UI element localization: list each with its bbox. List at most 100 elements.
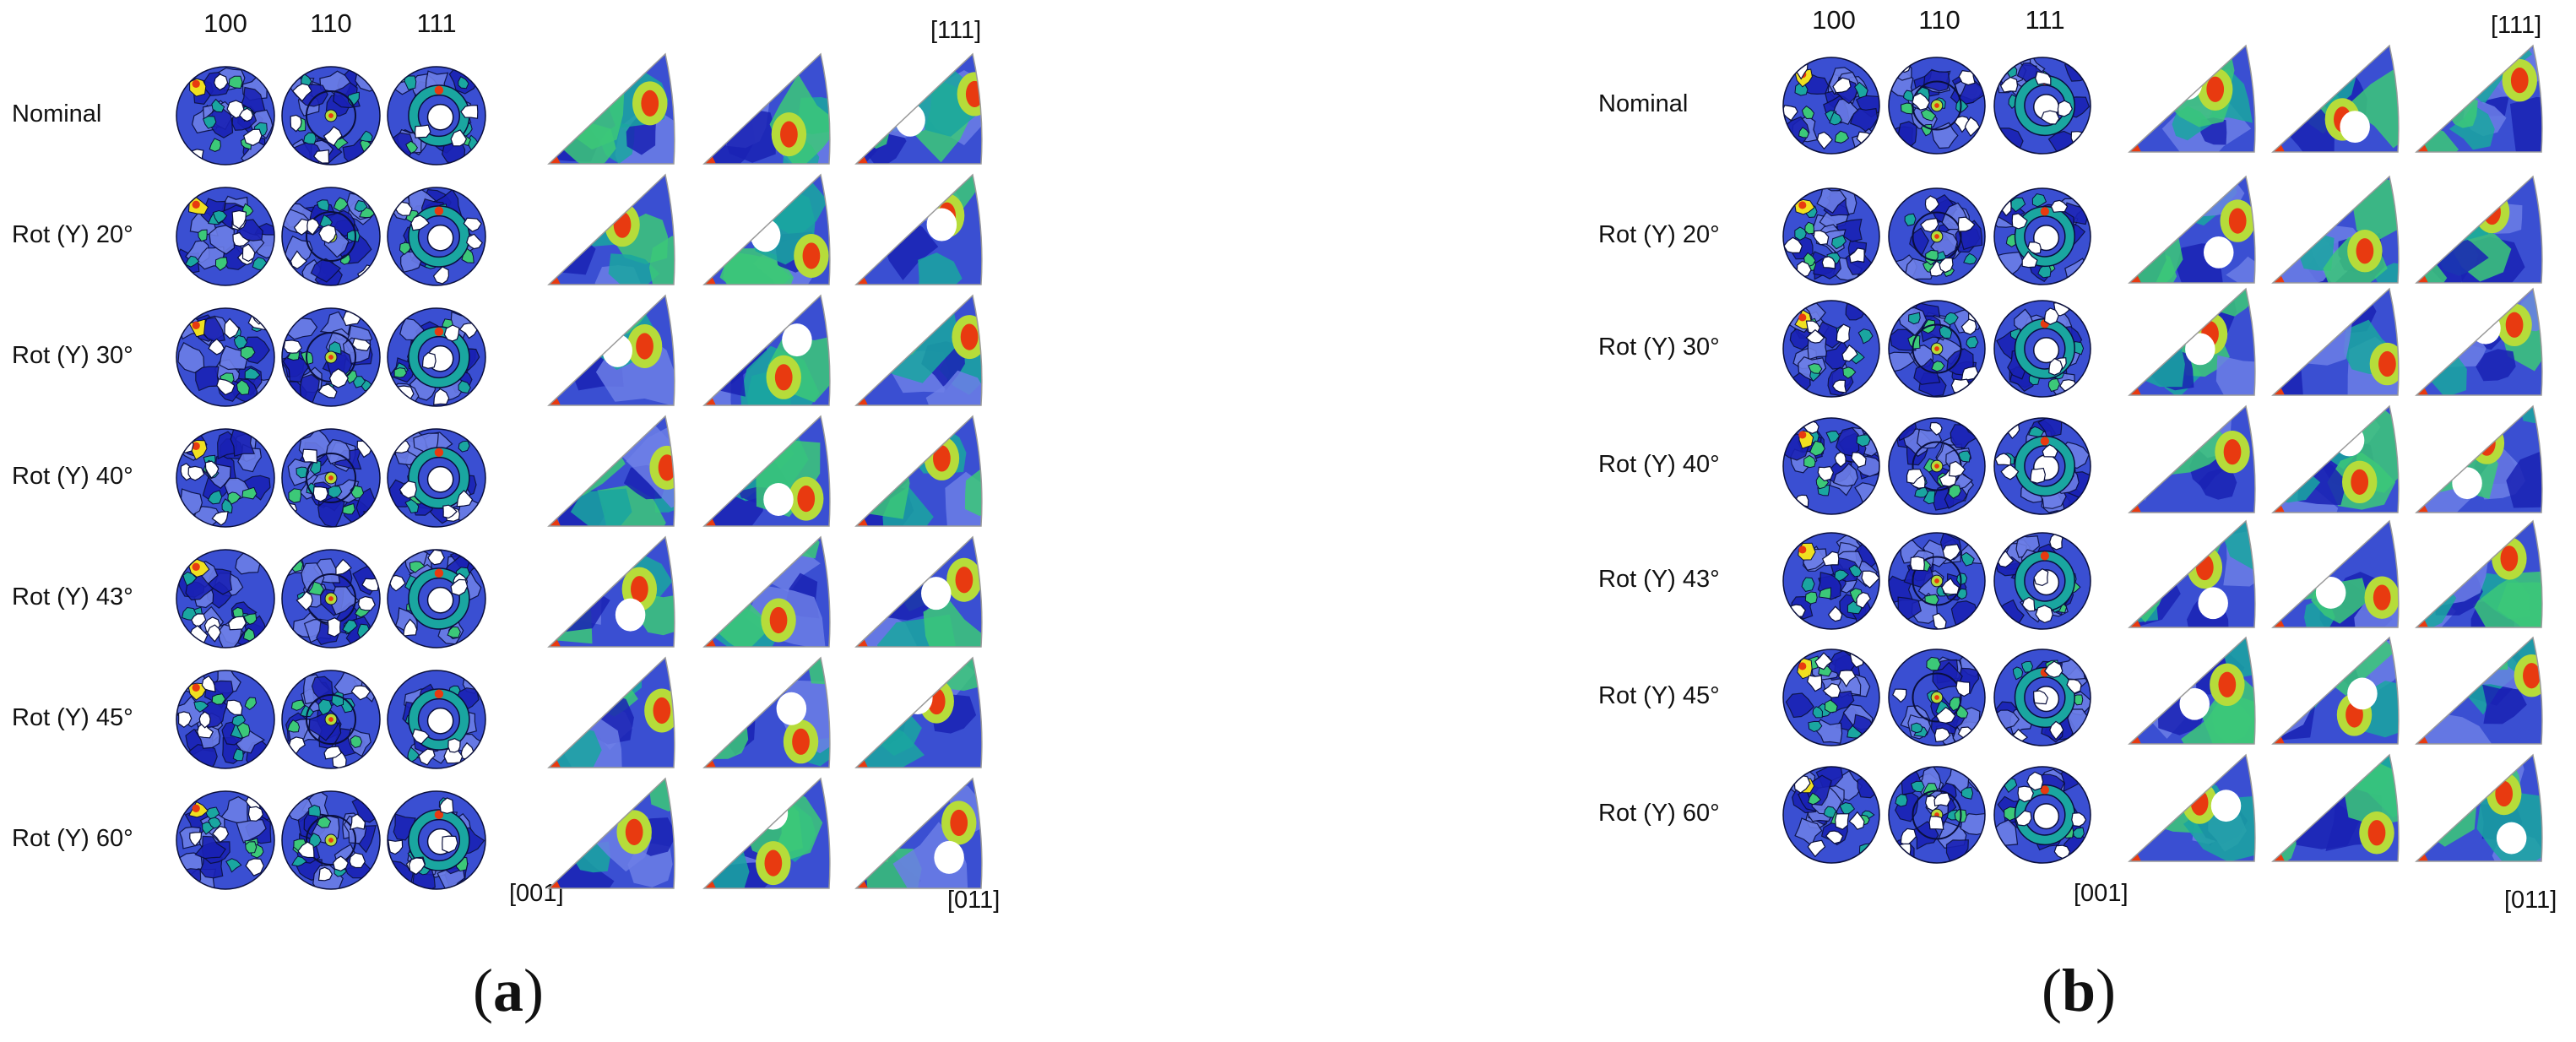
pole-figure-111 bbox=[1993, 532, 2091, 630]
pole-figure-100 bbox=[1782, 57, 1880, 155]
inverse-pole-figure bbox=[2415, 519, 2543, 628]
inverse-pole-figure bbox=[854, 535, 983, 648]
inverse-pole-figure bbox=[547, 52, 675, 165]
pole-figure-100 bbox=[1782, 417, 1880, 515]
inverse-pole-figure bbox=[2415, 636, 2543, 745]
pole-figure-110 bbox=[1888, 532, 1986, 630]
pole-figure-header-111: 111 bbox=[2025, 5, 2065, 35]
pole-figure-111 bbox=[387, 428, 486, 528]
pole-figure-111 bbox=[1993, 187, 2091, 285]
pole-figure-header-111: 111 bbox=[416, 8, 457, 38]
inverse-pole-figure bbox=[2128, 175, 2256, 284]
ipf-corner-label-011: [011] bbox=[947, 887, 1001, 914]
row-label: Nominal bbox=[1598, 90, 1689, 117]
panel-a: 100 110 111 [111] [001] [011] (a) Nomina… bbox=[12, 8, 1001, 1024]
pole-figure-110 bbox=[1888, 187, 1986, 285]
pole-figure-header-110: 110 bbox=[1918, 5, 1960, 35]
inverse-pole-figure bbox=[2271, 753, 2400, 862]
inverse-pole-figure bbox=[2415, 175, 2543, 284]
inverse-pole-figure bbox=[547, 656, 675, 768]
row-label: Rot (Y) 60° bbox=[12, 825, 133, 852]
row-label: Rot (Y) 40° bbox=[12, 463, 133, 490]
pole-figure-110 bbox=[281, 790, 381, 890]
pole-figure-100 bbox=[176, 790, 275, 890]
inverse-pole-figure bbox=[547, 777, 675, 889]
pole-figure-110 bbox=[281, 428, 381, 528]
pole-figure-110 bbox=[281, 307, 381, 407]
ipf-corner-label-011: [011] bbox=[2504, 887, 2557, 914]
inverse-pole-figure bbox=[2415, 404, 2543, 513]
inverse-pole-figure bbox=[702, 535, 831, 648]
row-label: Rot (Y) 30° bbox=[12, 342, 133, 369]
inverse-pole-figure bbox=[2415, 287, 2543, 396]
pole-figure-111 bbox=[387, 307, 486, 407]
inverse-pole-figure bbox=[854, 294, 983, 406]
pole-figure-100 bbox=[176, 66, 275, 166]
inverse-pole-figure bbox=[2271, 44, 2400, 153]
pole-figure-110 bbox=[1888, 57, 1986, 155]
inverse-pole-figure bbox=[2415, 44, 2543, 153]
inverse-pole-figure bbox=[702, 656, 831, 768]
pole-figure-110 bbox=[1888, 300, 1986, 398]
pole-figure-header-100: 100 bbox=[203, 8, 247, 38]
row-label: Rot (Y) 20° bbox=[12, 221, 133, 248]
pole-figure-100 bbox=[176, 549, 275, 649]
pole-figure-111 bbox=[1993, 300, 2091, 398]
inverse-pole-figure bbox=[854, 415, 983, 527]
pole-figure-111 bbox=[1993, 417, 2091, 515]
pole-figure-100 bbox=[1782, 532, 1880, 630]
pole-figure-110 bbox=[281, 549, 381, 649]
ipf-corner-label-111: [111] bbox=[2491, 12, 2542, 39]
pole-figure-100 bbox=[1782, 649, 1880, 746]
inverse-pole-figure bbox=[547, 173, 675, 285]
inverse-pole-figure bbox=[547, 535, 675, 648]
inverse-pole-figure bbox=[2128, 753, 2256, 862]
pole-figure-111 bbox=[387, 66, 486, 166]
inverse-pole-figure bbox=[2128, 44, 2256, 153]
inverse-pole-figure bbox=[2271, 175, 2400, 284]
inverse-pole-figure bbox=[547, 294, 675, 406]
inverse-pole-figure bbox=[854, 656, 983, 768]
pole-figure-100 bbox=[176, 670, 275, 769]
pole-figure-111 bbox=[387, 187, 486, 286]
row-label: Rot (Y) 43° bbox=[1598, 566, 1720, 593]
pole-figure-110 bbox=[1888, 649, 1986, 746]
pole-figure-110 bbox=[281, 670, 381, 769]
row-label: Rot (Y) 40° bbox=[1598, 451, 1720, 478]
row-label: Nominal bbox=[12, 100, 102, 128]
inverse-pole-figure bbox=[2128, 636, 2256, 745]
pole-figure-110 bbox=[281, 187, 381, 286]
pole-figure-111 bbox=[387, 670, 486, 769]
panel-label-b: (b) bbox=[2042, 957, 2117, 1024]
inverse-pole-figure bbox=[2271, 519, 2400, 628]
inverse-pole-figure bbox=[702, 173, 831, 285]
pole-figure-100 bbox=[176, 428, 275, 528]
inverse-pole-figure bbox=[702, 52, 831, 165]
ipf-corner-label-111: [111] bbox=[930, 17, 982, 44]
inverse-pole-figure bbox=[2271, 404, 2400, 513]
pole-figure-111 bbox=[387, 549, 486, 649]
pole-figure-100 bbox=[1782, 300, 1880, 398]
inverse-pole-figure bbox=[2128, 287, 2256, 396]
inverse-pole-figure bbox=[854, 777, 983, 889]
inverse-pole-figure bbox=[2271, 287, 2400, 396]
pole-figure-111 bbox=[387, 790, 486, 890]
pole-figure-100 bbox=[176, 307, 275, 407]
inverse-pole-figure bbox=[702, 294, 831, 406]
pole-figure-100 bbox=[1782, 187, 1880, 285]
row-label: Rot (Y) 43° bbox=[12, 583, 133, 611]
pole-figure-111 bbox=[1993, 766, 2091, 864]
pole-figure-111 bbox=[1993, 57, 2091, 155]
inverse-pole-figure bbox=[2271, 636, 2400, 745]
pole-figure-111 bbox=[1993, 649, 2091, 746]
inverse-pole-figure bbox=[854, 173, 983, 285]
pole-figure-110 bbox=[1888, 766, 1986, 864]
row-label: Rot (Y) 45° bbox=[1598, 682, 1720, 709]
row-label: Rot (Y) 60° bbox=[1598, 800, 1720, 827]
inverse-pole-figure bbox=[2128, 404, 2256, 513]
pole-figure-100 bbox=[176, 187, 275, 286]
inverse-pole-figure bbox=[2415, 753, 2543, 862]
inverse-pole-figure bbox=[854, 52, 983, 165]
row-label: Rot (Y) 45° bbox=[12, 704, 133, 731]
